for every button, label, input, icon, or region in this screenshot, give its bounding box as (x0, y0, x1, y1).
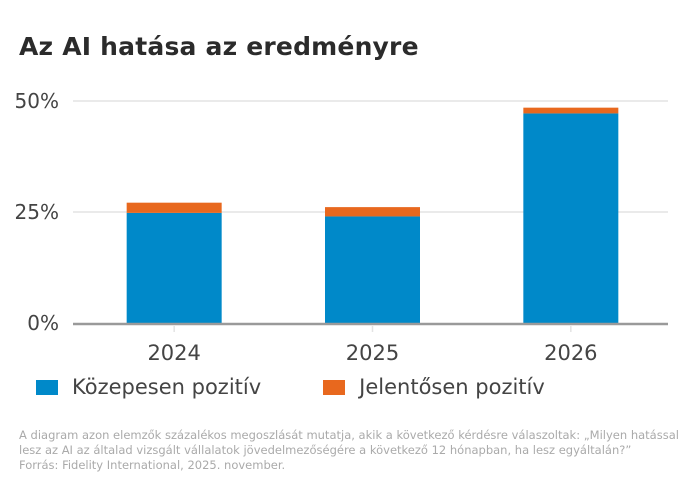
y-tick-label: 0% (27, 311, 59, 335)
y-axis-ticks: 0% 25% 50% (15, 89, 59, 335)
legend: Közepesen pozitív Jelentősen pozitív (36, 375, 607, 399)
bar-2025-series-1 (325, 216, 420, 323)
bar-2024-series-1 (126, 212, 222, 323)
bar-2026-series-2 (523, 107, 619, 114)
legend-item-jelentosen: Jelentősen pozitív (323, 375, 545, 399)
x-tick-label: 2024 (147, 341, 200, 365)
chart-area: 0% 25% 50% 2024 2025 2026 (15, 89, 668, 365)
chart-title: Az AI hatása az eredményre (19, 32, 419, 61)
legend-item-kozepesen: Közepesen pozitív (36, 375, 261, 399)
legend-swatch-blue (36, 379, 58, 395)
legend-label: Jelentősen pozitív (359, 375, 545, 399)
footnote-line: lesz az AI az általad vizsgált vállalato… (19, 443, 632, 457)
y-tick-label: 50% (15, 89, 59, 113)
x-tick-label: 2025 (346, 341, 399, 365)
legend-swatch-orange (323, 379, 346, 395)
bars (126, 107, 619, 323)
legend-label: Közepesen pozitív (72, 375, 262, 399)
x-tick-label: 2026 (544, 341, 597, 365)
footnote: A diagram azon elemzők százalékos megosz… (19, 428, 679, 473)
bar-2025-series-2 (325, 207, 420, 217)
bar-2024-series-2 (126, 202, 222, 213)
bar-2026-series-1 (523, 113, 619, 323)
x-axis: 2024 2025 2026 (73, 322, 668, 365)
footnote-line: A diagram azon elemzők százalékos megosz… (19, 428, 679, 442)
y-tick-label: 25% (15, 200, 59, 224)
footnote-line: Forrás: Fidelity International, 2025. no… (19, 458, 286, 472)
